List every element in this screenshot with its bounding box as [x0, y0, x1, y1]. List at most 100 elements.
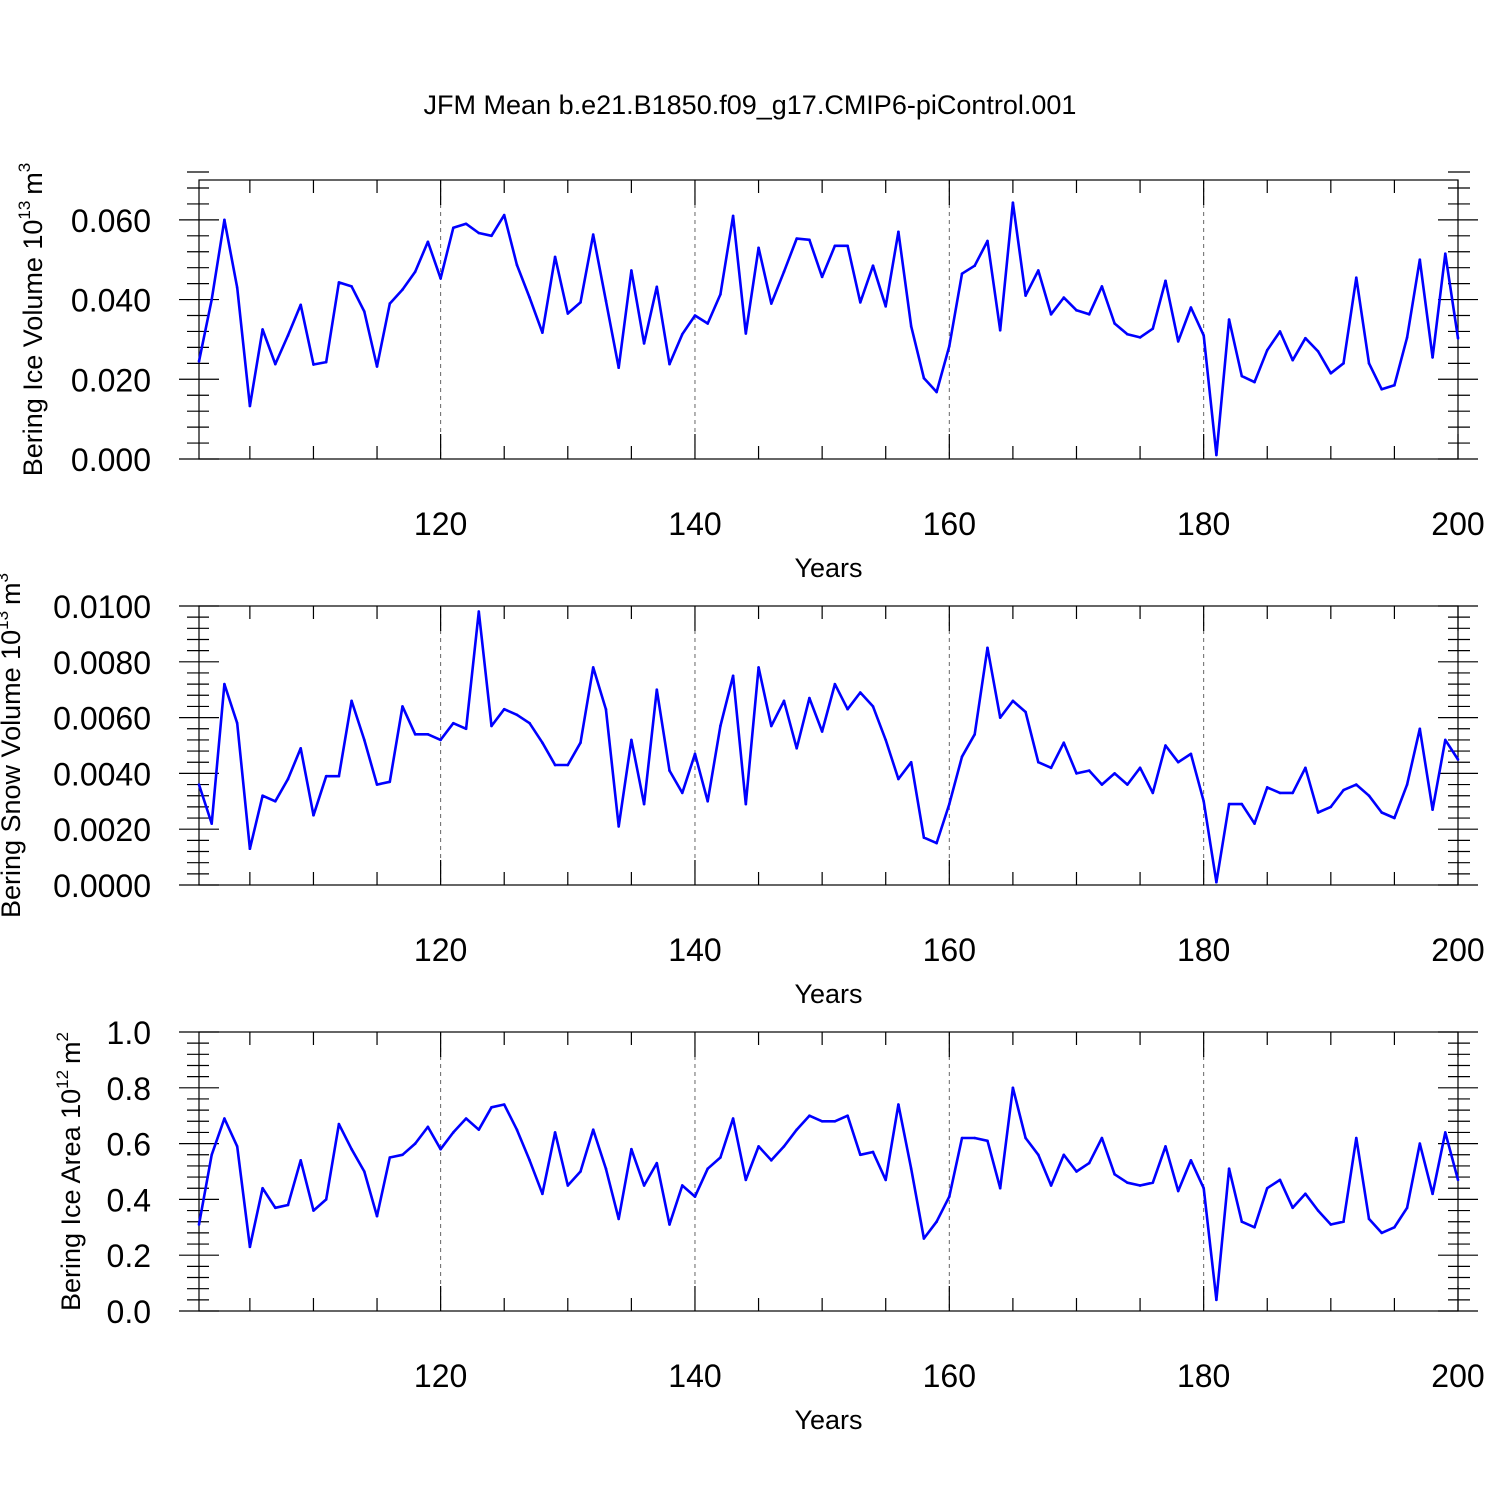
data-point — [515, 1128, 519, 1131]
data-point — [630, 1147, 633, 1151]
data-point — [1316, 350, 1320, 353]
x-tick-label: 140 — [668, 932, 721, 968]
data-point — [1265, 348, 1269, 352]
y-tick-label: 0.060 — [71, 203, 151, 239]
data-point — [464, 222, 468, 226]
data-point — [884, 305, 888, 308]
data-point — [248, 1245, 252, 1249]
data-point — [502, 1103, 506, 1106]
data-point — [1024, 294, 1027, 297]
data-point — [719, 1156, 722, 1159]
data-point — [197, 1223, 201, 1226]
data-point — [1405, 336, 1409, 339]
data-point — [426, 1125, 430, 1129]
x-tick-label: 120 — [414, 506, 467, 542]
x-axis-title: Years — [794, 1405, 862, 1435]
data-point — [1215, 880, 1218, 884]
data-point — [1189, 752, 1193, 756]
data-point — [642, 1184, 646, 1187]
data-point — [833, 682, 837, 686]
data-point — [235, 721, 239, 725]
data-point — [1329, 1223, 1333, 1226]
data-point — [986, 1139, 989, 1143]
data-point — [1037, 760, 1040, 764]
data-point — [223, 682, 226, 686]
data-point — [719, 724, 722, 728]
data-point — [922, 376, 926, 380]
data-point — [1240, 1220, 1244, 1224]
data-point — [630, 269, 633, 272]
data-point — [1456, 758, 1460, 761]
data-point — [1316, 811, 1320, 814]
data-point — [350, 285, 353, 288]
data-point — [1100, 783, 1104, 786]
data-point — [426, 733, 430, 736]
data-point — [1329, 805, 1333, 809]
data-point — [286, 1203, 290, 1207]
data-point — [591, 666, 595, 669]
data-point — [1164, 279, 1167, 283]
figure-title: JFM Mean b.e21.B1850.f09_g17.CMIP6-piCon… — [424, 90, 1077, 120]
data-point — [1100, 285, 1104, 288]
y-axis-title: Bering Ice Area 1012m2 — [53, 1032, 86, 1311]
data-point — [960, 755, 964, 758]
data-point — [235, 286, 239, 289]
data-point — [858, 691, 862, 694]
data-point — [922, 1237, 926, 1240]
data-point — [1176, 340, 1180, 343]
data-point — [668, 1223, 671, 1226]
data-point — [312, 813, 315, 817]
data-point — [871, 264, 875, 267]
series-line — [197, 201, 1460, 457]
data-point — [452, 1131, 455, 1134]
data-point — [960, 1136, 964, 1140]
data-point — [1431, 1192, 1434, 1196]
data-point — [1393, 383, 1396, 387]
data-point — [413, 733, 417, 736]
data-point — [1456, 336, 1460, 340]
data-point — [235, 1145, 239, 1148]
data-point — [1189, 1159, 1193, 1162]
data-point — [1431, 356, 1434, 359]
data-point — [1342, 788, 1345, 792]
x-tick-label: 180 — [1177, 932, 1230, 968]
data-point — [642, 802, 646, 806]
data-point — [617, 366, 620, 370]
data-point — [1138, 1184, 1142, 1187]
data-point — [973, 1136, 977, 1140]
panel-snow-volume: 120 140 160 180 200 Years 0.0000 0.0020 0.0040 0.… — [0, 573, 1485, 1009]
data-point — [897, 1103, 900, 1106]
data-point — [808, 1114, 811, 1117]
data-point — [388, 1156, 392, 1159]
data-point — [1418, 258, 1422, 262]
data-point — [1037, 269, 1040, 272]
data-point — [757, 1145, 760, 1148]
data-point — [502, 213, 506, 217]
data-point — [350, 1147, 353, 1151]
data-point — [998, 328, 1002, 332]
data-point — [782, 1145, 786, 1148]
data-point — [1304, 336, 1307, 340]
data-point — [604, 707, 608, 711]
data-point — [731, 1117, 735, 1120]
y-tick-label: 0.0 — [107, 1294, 151, 1330]
data-point — [490, 724, 493, 728]
data-point — [363, 738, 366, 742]
data-point — [846, 1114, 849, 1117]
y-tick-label: 0.2 — [107, 1238, 151, 1274]
data-point — [642, 342, 646, 345]
data-point — [719, 293, 722, 296]
data-point — [541, 331, 544, 334]
data-point — [502, 707, 506, 711]
data-point — [1304, 1192, 1307, 1196]
data-point — [452, 226, 455, 230]
data-point — [452, 721, 455, 725]
data-point — [1062, 1153, 1066, 1157]
data-point — [820, 730, 824, 733]
data-point — [375, 1214, 379, 1218]
data-point — [909, 760, 913, 764]
data-point — [706, 1167, 709, 1171]
data-point — [350, 699, 353, 703]
data-point — [986, 239, 989, 243]
